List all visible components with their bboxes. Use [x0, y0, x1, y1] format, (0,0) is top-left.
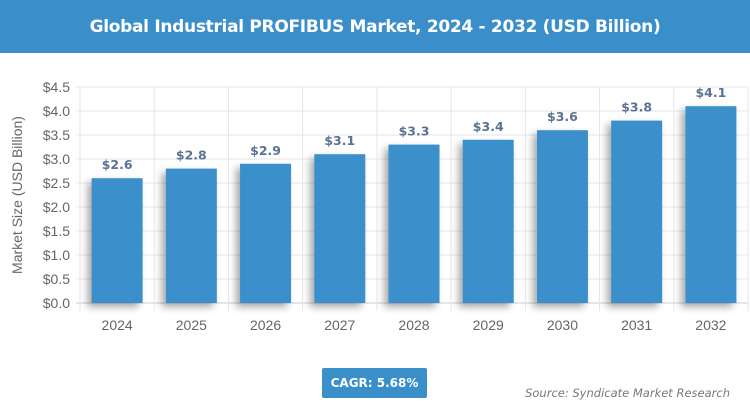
data-label: $2.8	[176, 148, 207, 163]
bar	[91, 178, 143, 303]
y-tick-label: $0.5	[43, 271, 70, 287]
cagr-badge: CAGR: 5.68%	[322, 368, 427, 398]
bar	[536, 130, 588, 303]
data-label: $2.6	[102, 157, 133, 172]
x-tick-label: 2030	[547, 317, 578, 333]
x-tick-label: 2028	[398, 317, 429, 333]
x-tick-label: 2032	[695, 317, 726, 333]
x-tick-label: 2029	[473, 317, 504, 333]
bar	[462, 139, 514, 303]
bar	[314, 154, 366, 303]
x-tick-label: 2025	[176, 317, 207, 333]
y-tick-label: $4.5	[43, 79, 70, 95]
y-tick-label: $3.5	[43, 127, 70, 143]
y-tick-label: $2.5	[43, 175, 70, 191]
y-tick-label: $1.5	[43, 223, 70, 239]
data-label: $3.6	[547, 109, 578, 124]
data-label: $2.9	[250, 143, 281, 158]
bar	[240, 163, 292, 303]
x-tick-label: 2024	[102, 317, 133, 333]
bar	[611, 120, 663, 303]
bar	[685, 106, 737, 303]
y-tick-label: $0.0	[43, 295, 70, 311]
y-tick-label: $2.0	[43, 199, 70, 215]
x-tick-label: 2027	[324, 317, 355, 333]
data-label: $3.8	[621, 100, 652, 115]
data-label: $4.1	[695, 85, 726, 100]
data-label: $3.4	[473, 119, 504, 134]
y-tick-label: $4.0	[43, 103, 70, 119]
bar	[165, 168, 217, 303]
data-label: $3.3	[399, 124, 430, 139]
data-label: $3.1	[324, 133, 355, 148]
bar	[388, 144, 440, 303]
chart-title: Global Industrial PROFIBUS Market, 2024 …	[0, 0, 750, 53]
y-axis-label: Market Size (USD Billion)	[9, 116, 25, 274]
x-tick-label: 2026	[250, 317, 281, 333]
y-tick-label: $1.0	[43, 247, 70, 263]
y-tick-label: $3.0	[43, 151, 70, 167]
source-note: Source: Syndicate Market Research	[525, 386, 730, 400]
x-tick-label: 2031	[621, 317, 652, 333]
